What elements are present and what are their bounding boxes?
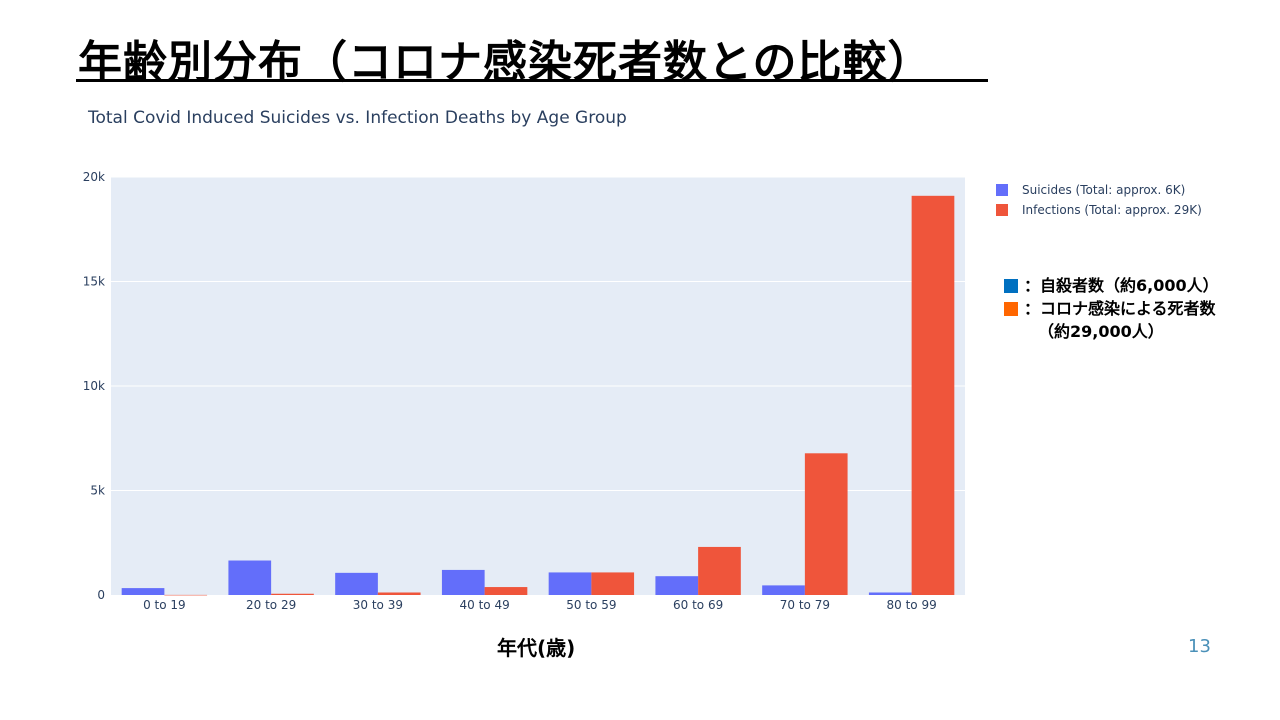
bar-suicides [548,572,592,595]
bar-infections [911,195,955,595]
x-tick-label: 40 to 49 [460,598,510,612]
legend-swatch-infections [996,204,1008,216]
legend-item-suicides[interactable]: Suicides (Total: approx. 6K) [996,180,1202,200]
x-tick-label: 50 to 59 [566,598,616,612]
bar-infections [377,592,421,595]
bar-suicides [655,576,699,595]
x-tick-label: 30 to 39 [353,598,403,612]
bar-infections [804,453,848,595]
y-tick-label: 10k [83,379,105,393]
note-square-blue-icon [1004,278,1018,293]
x-axis-title: 年代(歳) [497,636,576,660]
note-line-suicides: ：自殺者数（約6,000人） [1024,276,1219,295]
title-underline [76,79,988,82]
note-square-orange-icon [1004,301,1018,316]
bar-suicides [868,592,912,595]
x-tick-label: 70 to 79 [780,598,830,612]
bar-suicides [335,572,378,595]
bar-suicides [228,560,272,595]
bar-infections [271,593,314,595]
x-tick-label: 80 to 99 [887,598,937,612]
y-tick-label: 15k [83,275,105,289]
note-row-suicides: ：自殺者数（約6,000人） [1004,274,1219,297]
bar-suicides [121,588,165,595]
y-tick-label: 0 [97,588,105,602]
note-line-infections: ：コロナ感染による死者数 [1024,299,1216,318]
x-tick-label: 0 to 19 [143,598,186,612]
legend-item-infections[interactable]: Infections (Total: approx. 29K) [996,200,1202,220]
y-tick-label: 5k [90,484,105,498]
chart-legend: Suicides (Total: approx. 6K) Infections … [996,180,1202,220]
bar-infections [698,546,741,595]
japanese-legend-note: ：自殺者数（約6,000人） ：コロナ感染による死者数 （約29,000人） [1004,274,1219,343]
note-row-infections-total: （約29,000人） [1004,320,1219,343]
x-tick-label: 60 to 69 [673,598,723,612]
legend-swatch-suicides [996,184,1008,196]
bar-suicides [762,585,805,595]
bar-infections [591,572,635,595]
x-tick-label: 20 to 29 [246,598,296,612]
legend-label-infections: Infections (Total: approx. 29K) [1022,203,1202,217]
legend-label-suicides: Suicides (Total: approx. 6K) [1022,183,1186,197]
chart-title: Total Covid Induced Suicides vs. Infecti… [88,108,627,128]
note-line-infections-total: （約29,000人） [1038,322,1164,341]
page-number: 13 [1188,636,1211,657]
bar-suicides [441,569,485,595]
bar-infections [164,594,208,596]
note-row-infections: ：コロナ感染による死者数 [1004,297,1219,320]
y-tick-label: 20k [83,170,105,184]
bar-infections [484,587,528,595]
